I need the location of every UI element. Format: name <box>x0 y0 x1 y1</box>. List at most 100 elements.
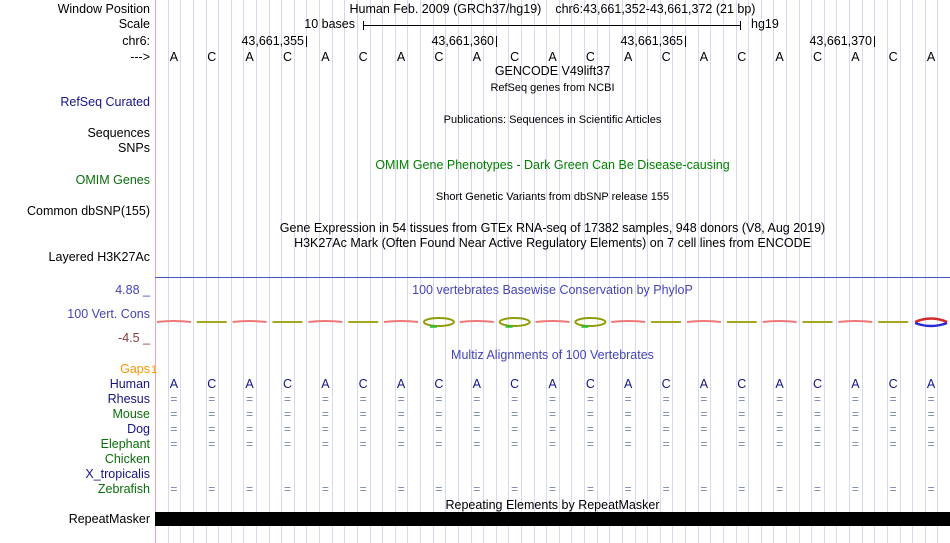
gridline <box>319 0 320 543</box>
gridline <box>521 0 522 543</box>
multiz-match-mark: = <box>473 407 481 421</box>
multiz-match-mark: = <box>548 392 556 406</box>
multiz-match-mark: = <box>359 392 367 406</box>
multiz-match-mark: = <box>851 392 859 406</box>
gridline <box>382 0 384 543</box>
base-letter: A <box>775 50 784 64</box>
gencode-track-title: GENCODE V49lift37 <box>494 64 611 78</box>
multiz-match-mark: = <box>397 437 405 451</box>
gridline <box>331 0 333 543</box>
multiz-species-mouse[interactable]: Mouse <box>112 407 150 421</box>
sidebar-label-sequences[interactable]: Sequences <box>87 126 150 140</box>
multiz-match-mark: = <box>889 482 897 496</box>
base-letter: C <box>434 50 444 64</box>
sidebar-label-refseq-curated[interactable]: RefSeq Curated <box>60 95 150 109</box>
multiz-match-mark: = <box>359 482 367 496</box>
omim-track-title: OMIM Gene Phenotypes - Dark Green Can Be… <box>375 158 730 172</box>
multiz-base-letter: A <box>926 377 936 391</box>
multiz-match-mark: = <box>813 422 821 436</box>
scale-value: 10 bases <box>304 17 355 31</box>
multiz-match-mark: = <box>813 437 821 451</box>
multiz-match-mark: = <box>170 392 178 406</box>
gridline <box>861 0 863 543</box>
multiz-match-mark: = <box>738 482 746 496</box>
multiz-match-mark: = <box>246 407 254 421</box>
multiz-match-mark: = <box>889 407 897 421</box>
sidebar-label-common-dbsnp[interactable]: Common dbSNP(155) <box>27 204 150 218</box>
gridline <box>457 0 459 543</box>
multiz-match-mark: = <box>246 422 254 436</box>
multiz-match-mark: = <box>927 407 935 421</box>
strand-arrow: ---> <box>130 50 150 64</box>
assembly-title: Human Feb. 2009 (GRCh37/hg19) <box>349 2 542 16</box>
repeatmasker-track-bar[interactable] <box>155 512 950 526</box>
multiz-species-elephant[interactable]: Elephant <box>100 437 150 451</box>
multiz-match-mark: = <box>624 392 632 406</box>
multiz-base-letter: C <box>888 377 898 391</box>
gaps-insert-count: 1 <box>151 364 158 376</box>
base-letter: C <box>812 50 823 64</box>
multiz-match-mark: = <box>511 422 519 436</box>
multiz-base-letter: C <box>812 377 823 391</box>
sidebar-label-100-vert-cons[interactable]: 100 Vert. Cons <box>67 307 150 321</box>
gridline <box>786 0 787 543</box>
sidebar-label-repeatmasker[interactable]: RepeatMasker <box>68 512 150 526</box>
ruler-tick-mark <box>874 36 875 47</box>
phylop-mark-red <box>308 320 343 323</box>
sidebar-label-gaps[interactable]: Gaps <box>120 362 150 376</box>
multiz-match-mark: = <box>321 392 329 406</box>
multiz-match-mark: = <box>435 422 443 436</box>
gridline <box>874 0 876 543</box>
gridline <box>483 0 485 543</box>
multiz-match-mark: = <box>738 392 746 406</box>
multiz-match-mark: = <box>359 422 367 436</box>
multiz-species-zebrafish[interactable]: Zebrafish <box>97 482 150 496</box>
base-letter: C <box>358 50 368 64</box>
multiz-match-mark: = <box>473 392 481 406</box>
phylop-mark-red <box>232 320 267 323</box>
multiz-match-mark: = <box>586 437 594 451</box>
gridline <box>432 0 434 543</box>
multiz-species-dog[interactable]: Dog <box>127 422 150 436</box>
h3k27ac-track-title: H3K27Ac Mark (Often Found Near Active Re… <box>294 236 811 250</box>
gridline <box>495 0 497 543</box>
gridline <box>773 0 775 543</box>
multiz-match-mark: = <box>548 482 556 496</box>
gridline <box>596 0 598 543</box>
base-letter: C <box>282 50 293 64</box>
conservation-min-value: -4.5 _ <box>118 331 150 345</box>
phylop-mark-red <box>762 320 797 323</box>
multiz-match-mark: = <box>586 422 594 436</box>
multiz-match-mark: = <box>624 422 632 436</box>
dbsnp-track-title: Short Genetic Variants from dbSNP releas… <box>435 191 670 203</box>
multiz-match-mark: = <box>624 482 632 496</box>
multiz-species-human[interactable]: Human <box>109 377 150 391</box>
multiz-match-mark: = <box>246 437 254 451</box>
multiz-match-mark: = <box>397 392 405 406</box>
base-letter: C <box>661 50 671 64</box>
sidebar-label-omim-genes[interactable]: OMIM Genes <box>75 173 150 187</box>
gridline <box>369 0 371 543</box>
multiz-species-rhesus[interactable]: Rhesus <box>107 392 150 406</box>
gridline <box>268 0 270 543</box>
base-letter: A <box>926 50 936 64</box>
gridline <box>508 0 510 543</box>
phylop-mark-ring <box>498 317 531 327</box>
multiz-match-mark: = <box>397 407 405 421</box>
assembly-tag: hg19 <box>751 17 779 31</box>
multiz-match-mark: = <box>889 437 897 451</box>
multiz-base-letter: A <box>775 377 784 391</box>
multiz-match-mark: = <box>397 422 405 436</box>
multiz-match-mark: = <box>548 437 556 451</box>
gridline <box>659 0 661 543</box>
sidebar-label-layered-h3k27ac[interactable]: Layered H3K27Ac <box>48 250 150 264</box>
multiz-match-mark: = <box>927 437 935 451</box>
base-letter: A <box>548 50 557 64</box>
multiz-species-x_tropicalis[interactable]: X_tropicalis <box>85 467 150 481</box>
phylop-mark-ring <box>422 317 455 327</box>
multiz-match-mark: = <box>851 422 859 436</box>
multiz-species-chicken[interactable]: Chicken <box>104 452 150 466</box>
sidebar-label-snps[interactable]: SNPs <box>118 141 150 155</box>
conservation-track-title: 100 vertebrates Basewise Conservation by… <box>412 283 693 297</box>
multiz-base-letter: C <box>510 377 520 391</box>
